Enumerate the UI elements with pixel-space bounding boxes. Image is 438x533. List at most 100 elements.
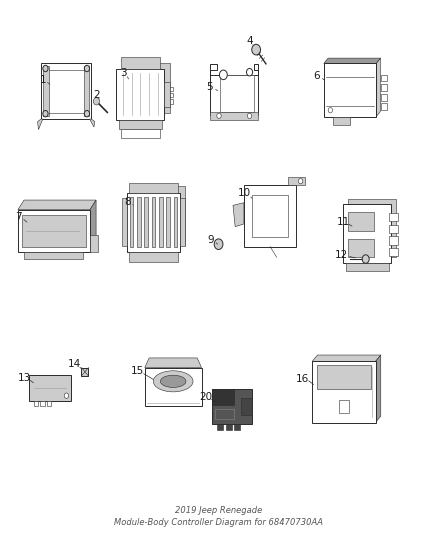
Bar [34, 401, 38, 406]
Polygon shape [38, 119, 43, 130]
Bar [121, 58, 160, 69]
Bar [22, 215, 85, 247]
Polygon shape [348, 199, 396, 257]
Text: 4: 4 [246, 36, 253, 46]
Bar [159, 197, 162, 247]
Bar [381, 94, 387, 101]
Bar [312, 361, 375, 423]
Bar [170, 93, 173, 98]
Circle shape [93, 98, 99, 105]
Bar [29, 375, 71, 401]
Text: 7: 7 [15, 212, 22, 222]
Circle shape [217, 113, 221, 118]
Text: 2019 Jeep Renegade
Module-Body Controller Diagram for 68470730AA: 2019 Jeep Renegade Module-Body Controlle… [114, 506, 324, 527]
Bar [90, 235, 98, 252]
Circle shape [362, 255, 369, 263]
Polygon shape [145, 358, 201, 368]
Bar [84, 66, 89, 116]
Text: 1: 1 [40, 75, 46, 85]
Text: 2: 2 [93, 90, 100, 100]
Bar [215, 409, 234, 419]
Bar [244, 185, 296, 247]
Ellipse shape [153, 371, 193, 392]
Bar [241, 398, 252, 415]
Polygon shape [288, 177, 305, 185]
Bar [348, 239, 374, 257]
Bar [343, 204, 392, 263]
Polygon shape [376, 58, 381, 117]
Bar [117, 69, 164, 119]
Text: 9: 9 [207, 235, 214, 245]
Bar [127, 193, 180, 252]
Bar [389, 236, 398, 245]
Bar [317, 365, 371, 389]
Bar [381, 103, 387, 110]
Polygon shape [233, 203, 244, 227]
Bar [164, 82, 170, 107]
Bar [170, 100, 173, 104]
Bar [43, 66, 49, 116]
Bar [220, 75, 254, 112]
Circle shape [64, 393, 69, 398]
Bar [324, 63, 376, 117]
Bar [389, 213, 398, 221]
Circle shape [84, 110, 89, 117]
Bar [170, 87, 173, 91]
Bar [389, 224, 398, 233]
Polygon shape [89, 119, 95, 127]
Bar [332, 117, 350, 125]
Circle shape [84, 65, 89, 71]
Text: 16: 16 [296, 374, 309, 384]
Text: 13: 13 [18, 373, 31, 383]
Polygon shape [145, 368, 201, 406]
Circle shape [219, 70, 227, 79]
Text: 11: 11 [336, 217, 350, 227]
Circle shape [247, 113, 252, 118]
Bar [121, 129, 160, 138]
Text: 3: 3 [120, 68, 127, 78]
Bar [234, 424, 240, 430]
Bar [40, 401, 45, 406]
Bar [180, 198, 185, 246]
Bar [25, 252, 83, 259]
Bar [130, 197, 134, 247]
Bar [226, 424, 232, 430]
Polygon shape [133, 186, 185, 245]
Circle shape [214, 239, 223, 249]
Bar [389, 248, 398, 256]
Circle shape [298, 179, 303, 184]
Bar [137, 197, 141, 247]
Text: 6: 6 [314, 71, 320, 80]
Ellipse shape [160, 375, 186, 387]
Polygon shape [122, 62, 170, 113]
Bar [81, 368, 88, 376]
Bar [339, 400, 349, 413]
Bar [217, 424, 223, 430]
Bar [119, 119, 162, 129]
Text: 5: 5 [207, 82, 213, 92]
Polygon shape [90, 200, 96, 252]
Circle shape [328, 108, 332, 113]
Bar [210, 112, 258, 120]
Polygon shape [210, 64, 258, 115]
Bar [381, 75, 387, 82]
Polygon shape [312, 355, 381, 361]
Circle shape [252, 44, 261, 55]
Bar [381, 84, 387, 91]
Text: 14: 14 [67, 359, 81, 369]
Bar [18, 209, 90, 252]
Bar [212, 389, 234, 405]
Bar [130, 182, 177, 193]
Circle shape [247, 68, 253, 76]
Bar [47, 401, 51, 406]
Bar [173, 197, 177, 247]
Circle shape [43, 110, 48, 117]
Bar [41, 63, 91, 119]
Text: 8: 8 [124, 197, 131, 207]
Bar [212, 389, 252, 424]
Text: 15: 15 [131, 366, 145, 376]
Polygon shape [375, 355, 381, 423]
Bar [252, 195, 288, 237]
Bar [346, 263, 389, 271]
Polygon shape [18, 200, 96, 209]
